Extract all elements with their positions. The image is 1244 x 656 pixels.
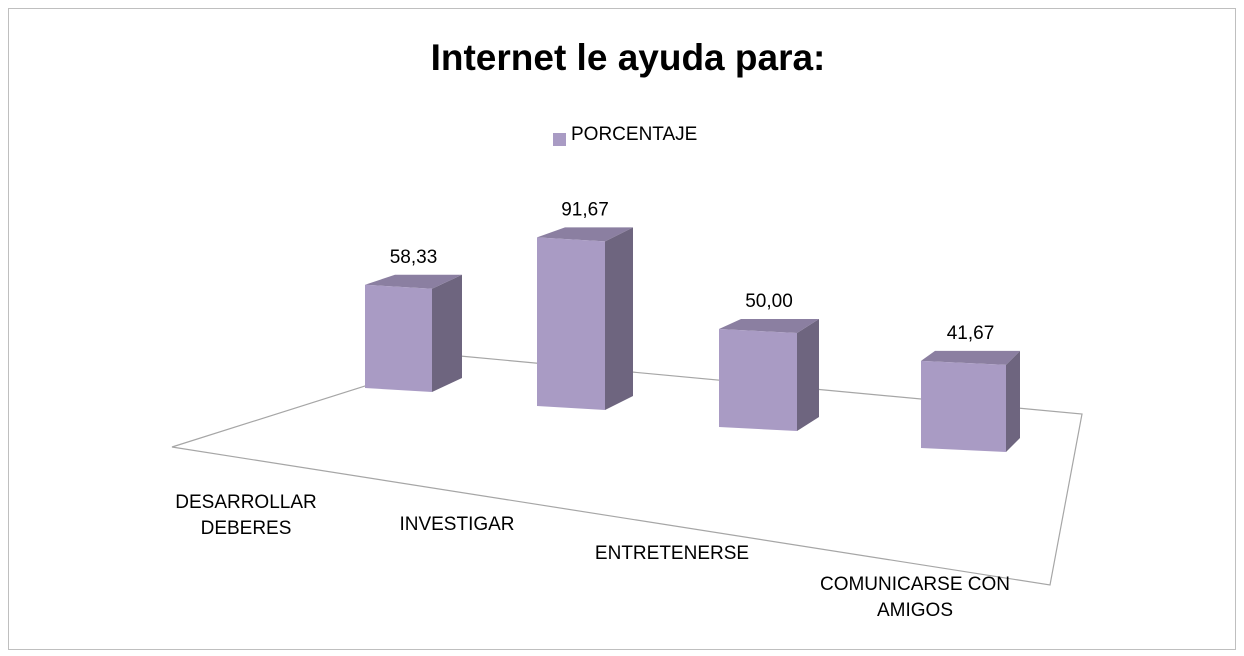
x-tick-label: COMUNICARSE CON AMIGOS [819,574,1010,621]
x-tick-label: ENTRETENERSE [594,543,750,564]
bar-top [365,274,462,289]
value-label: 50,00 [745,291,793,312]
bar [365,284,432,392]
bar-side [797,319,819,431]
bar [921,360,1006,452]
bar-top [537,227,633,242]
legend-label: PORCENTAJE [571,124,697,145]
bar-side [1006,350,1020,452]
value-label: 41,67 [947,323,995,344]
bar-side [432,274,462,392]
legend-swatch [553,133,566,146]
x-tick-label: INVESTIGAR [399,514,515,535]
x-tick-label: DESARROLLAR DEBERES [175,492,317,539]
bar-top [921,350,1020,365]
value-label: 58,33 [390,247,438,268]
floor [171,355,1083,586]
value-label: 91,67 [561,199,609,220]
bar [537,237,605,410]
bar [719,329,797,431]
chart-title: Internet le ayuda para: [431,37,826,78]
bar-top [719,319,819,333]
bar-side [605,227,633,410]
